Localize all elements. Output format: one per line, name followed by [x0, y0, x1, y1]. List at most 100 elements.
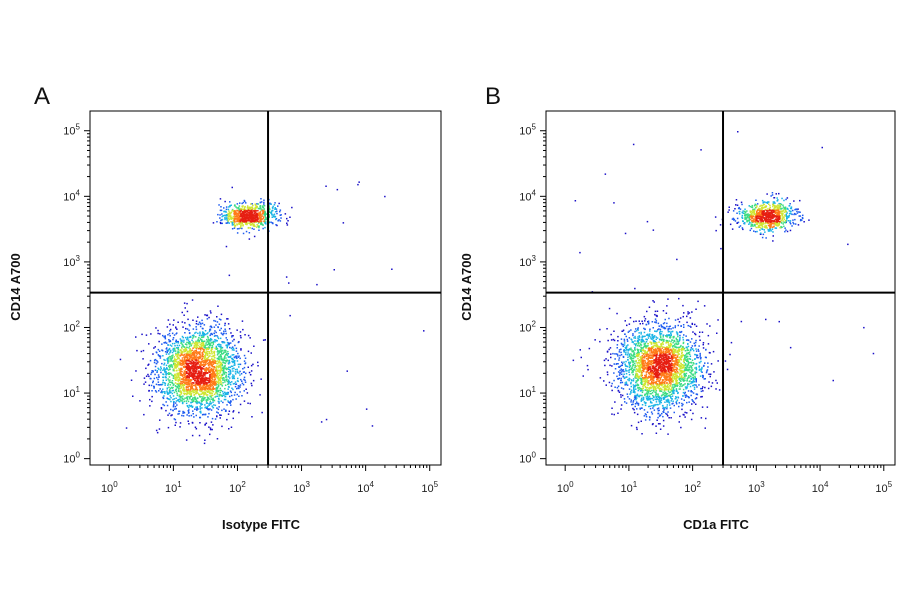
event-dot — [161, 383, 164, 386]
event-dot — [192, 373, 194, 376]
event-dot — [641, 433, 643, 435]
event-dot — [371, 425, 374, 427]
event-dot — [673, 335, 675, 338]
event-dot — [173, 334, 176, 336]
event-dot — [208, 380, 211, 382]
event-dot — [686, 385, 689, 387]
event-dot — [785, 198, 787, 201]
event-dot — [610, 385, 613, 387]
event-dot — [623, 338, 626, 341]
event-dot — [217, 372, 220, 375]
event-dot — [260, 209, 262, 211]
event-dot — [212, 406, 215, 409]
event-dot — [624, 401, 626, 403]
event-dot — [237, 377, 239, 380]
event-dot — [623, 340, 626, 342]
event-dot — [164, 384, 166, 386]
event-dot — [651, 405, 653, 407]
event-dot — [150, 377, 152, 380]
event-dot — [656, 403, 658, 406]
event-dot — [621, 381, 624, 384]
event-dot — [262, 227, 264, 230]
event-dot — [190, 362, 192, 365]
event-dot — [668, 400, 670, 402]
event-dot — [167, 378, 169, 380]
event-dot — [619, 369, 621, 372]
event-dot — [701, 406, 704, 408]
event-dot — [233, 338, 235, 341]
event-dot — [178, 369, 180, 372]
event-dot — [263, 205, 266, 207]
event-dot — [232, 361, 235, 363]
event-dot — [657, 399, 660, 401]
event-dot — [200, 380, 202, 383]
event-dot — [640, 344, 643, 346]
event-dot — [636, 379, 639, 382]
event-dot — [656, 314, 658, 317]
event-dot — [239, 215, 242, 217]
event-dot — [181, 378, 183, 381]
event-dot — [790, 206, 793, 208]
event-dot — [639, 408, 641, 410]
event-dot — [193, 391, 196, 393]
event-dot — [232, 223, 235, 226]
event-dot — [632, 341, 634, 344]
event-dot — [179, 394, 181, 396]
event-dot — [679, 334, 681, 337]
event-dot — [195, 336, 197, 338]
event-dot — [194, 397, 197, 399]
event-dot — [632, 334, 634, 337]
event-dot — [156, 431, 159, 434]
event-dot — [191, 367, 194, 369]
event-dot — [245, 209, 247, 211]
event-dot — [209, 388, 211, 390]
event-dot — [675, 337, 677, 340]
event-dot — [692, 374, 694, 376]
event-dot — [253, 208, 256, 210]
event-dot — [191, 359, 194, 362]
event-dot — [659, 332, 661, 334]
event-dot — [638, 388, 640, 390]
event-dot — [169, 390, 171, 393]
event-dot — [229, 201, 231, 203]
event-dot — [225, 222, 227, 224]
event-dot — [216, 360, 219, 362]
event-dot — [791, 225, 793, 227]
event-dot — [220, 332, 223, 334]
event-dot — [173, 398, 176, 400]
event-dot — [219, 383, 222, 385]
event-dot — [226, 380, 229, 383]
event-dot — [683, 334, 685, 336]
event-dot — [664, 406, 667, 409]
event-dot — [663, 340, 665, 342]
event-dot — [154, 390, 157, 392]
event-dot — [195, 388, 198, 390]
y-tick-label: 100 — [63, 451, 80, 466]
event-dot — [641, 391, 644, 394]
event-dot — [786, 217, 788, 219]
event-dot — [199, 348, 202, 350]
event-dot — [222, 401, 224, 404]
event-dot — [243, 390, 245, 392]
event-dot — [761, 236, 764, 239]
event-dot — [198, 370, 200, 372]
event-dot — [231, 354, 234, 356]
event-dot — [243, 215, 245, 217]
event-dot — [217, 375, 219, 378]
event-dot — [620, 368, 622, 370]
event-dot — [220, 368, 223, 370]
event-dot — [620, 394, 622, 396]
event-dot — [249, 208, 251, 210]
event-dot — [628, 348, 631, 350]
event-dot — [207, 384, 209, 387]
event-dot — [233, 217, 236, 220]
event-dot — [228, 215, 231, 217]
event-dot — [679, 385, 681, 388]
event-dot — [158, 368, 160, 370]
event-dot — [635, 394, 637, 397]
event-dot — [268, 221, 271, 224]
event-dot — [215, 376, 218, 378]
event-dot — [216, 374, 218, 377]
event-dot — [690, 378, 693, 380]
event-dot — [188, 357, 191, 359]
